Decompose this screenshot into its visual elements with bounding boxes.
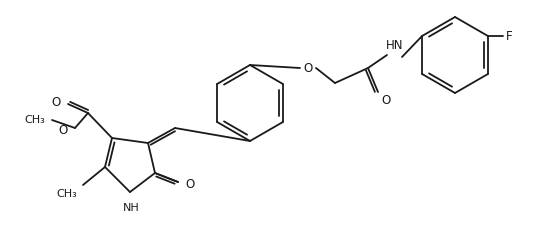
Text: HN: HN [386, 39, 404, 52]
Text: CH₃: CH₃ [24, 115, 45, 125]
Text: NH: NH [123, 203, 140, 213]
Text: F: F [506, 29, 512, 43]
Text: O: O [59, 124, 68, 137]
Text: O: O [304, 61, 313, 74]
Text: O: O [185, 178, 194, 191]
Text: O: O [381, 94, 390, 106]
Text: O: O [52, 95, 61, 108]
Text: CH₃: CH₃ [56, 189, 77, 199]
